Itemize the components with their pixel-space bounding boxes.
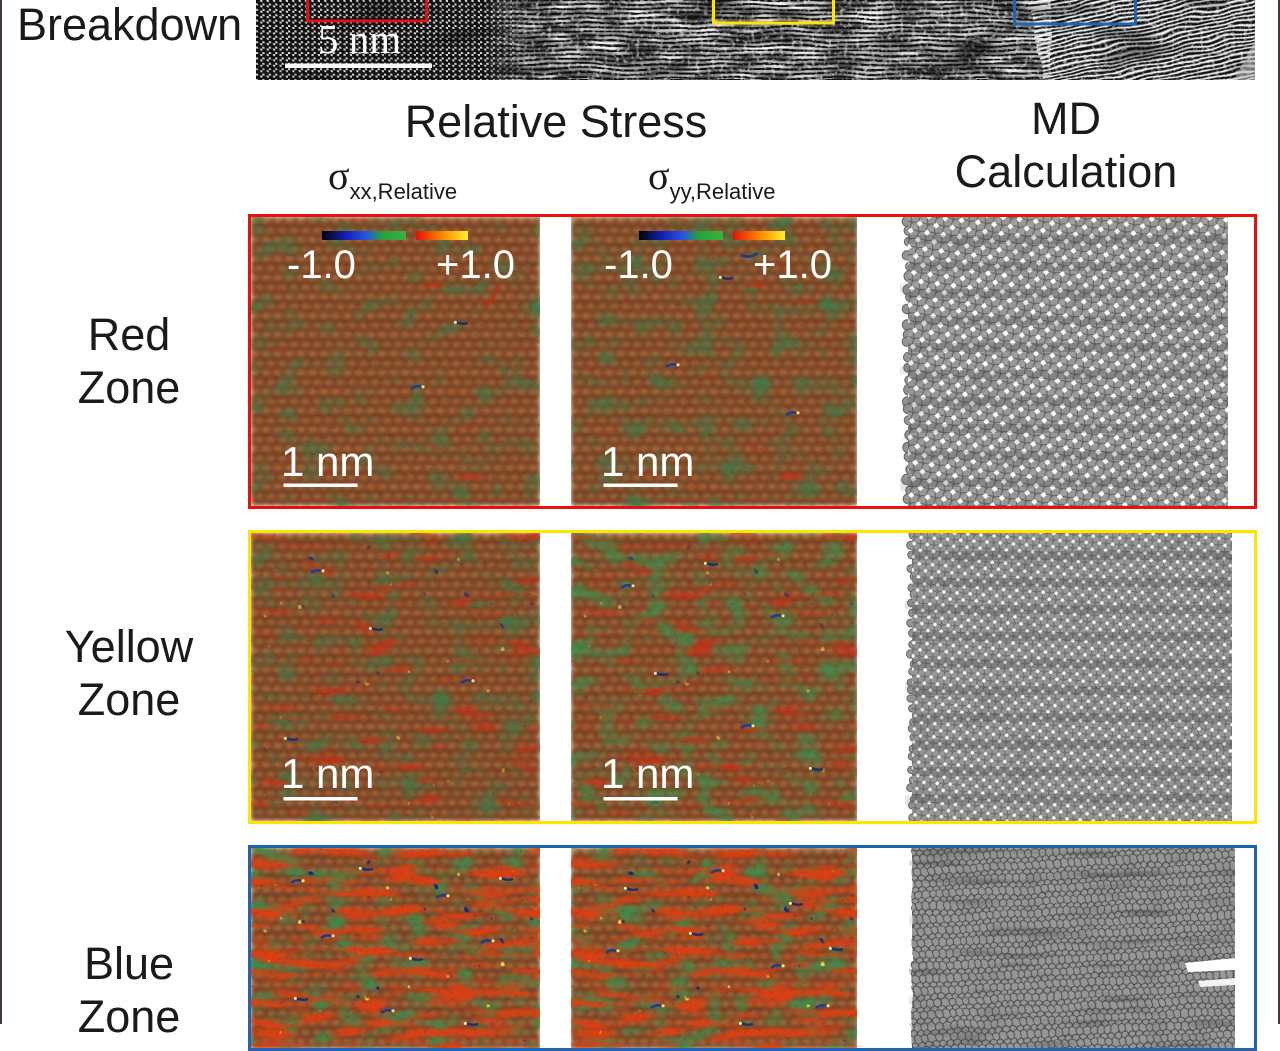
svg-text:1 nm: 1 nm: [601, 438, 694, 485]
svg-text:-1.0: -1.0: [287, 243, 356, 287]
svg-text:-1.0: -1.0: [604, 243, 673, 287]
svg-text:5 nm: 5 nm: [318, 16, 401, 62]
svg-text:+1.0: +1.0: [436, 243, 515, 287]
svg-text:+1.0: +1.0: [753, 243, 832, 287]
svg-text:1 nm: 1 nm: [281, 438, 374, 485]
svg-text:1 nm: 1 nm: [281, 750, 374, 797]
svg-text:1 nm: 1 nm: [601, 750, 694, 797]
